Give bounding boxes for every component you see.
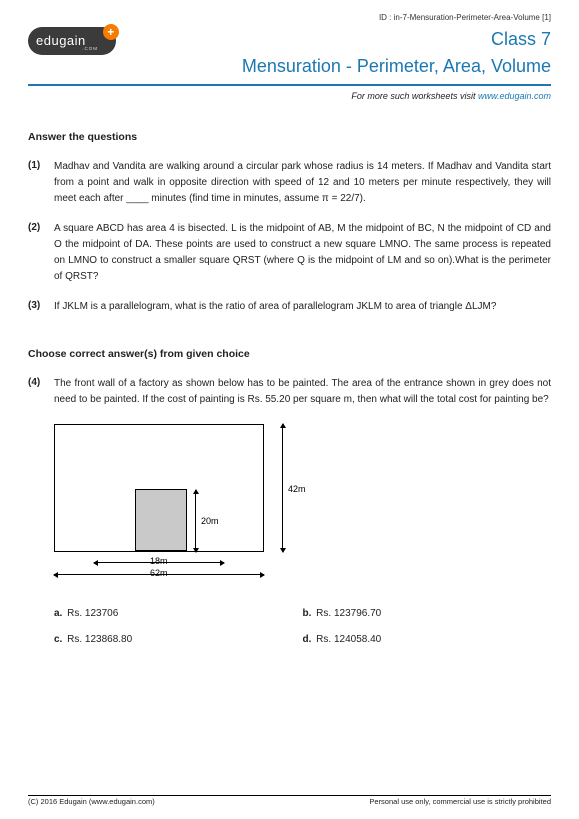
door-rectangle — [135, 489, 187, 551]
topic-title: Mensuration - Perimeter, Area, Volume — [242, 54, 551, 79]
choice-text: Rs. 124058.40 — [316, 634, 381, 645]
logo-subtext: .COM — [82, 46, 98, 52]
choice-label: a. — [54, 608, 62, 619]
choice-text: Rs. 123868.80 — [67, 634, 132, 645]
document-id: ID : in-7-Mensuration-Perimeter-Area-Vol… — [28, 12, 551, 23]
class-label: Class 7 — [242, 27, 551, 52]
visit-line: For more such worksheets visit www.eduga… — [28, 90, 551, 103]
page-footer: (C) 2016 Edugain (www.edugain.com) Perso… — [28, 795, 551, 808]
dim-line-height — [282, 424, 283, 552]
question-3: (3) If JKLM is a parallelogram, what is … — [28, 299, 551, 315]
dim-label-height: 42m — [288, 482, 306, 496]
logo-text: edugain — [36, 32, 86, 50]
question-4: (4) The front wall of a factory as shown… — [28, 376, 551, 648]
question-text: The front wall of a factory as shown bel… — [54, 376, 551, 408]
choice-c: c. Rs. 123868.80 — [54, 632, 303, 648]
question-2: (2) A square ABCD has area 4 is bisected… — [28, 221, 551, 285]
question-number: (1) — [28, 159, 54, 207]
figure-factory-wall: 42m 20m 18m 62m — [54, 424, 551, 594]
section-answer-heading: Answer the questions — [28, 130, 551, 145]
question-text: A square ABCD has area 4 is bisected. L … — [54, 221, 551, 285]
footer-usage: Personal use only, commercial use is str… — [369, 797, 551, 808]
section-choose-heading: Choose correct answer(s) from given choi… — [28, 347, 551, 362]
question-1: (1) Madhav and Vandita are walking aroun… — [28, 159, 551, 207]
header: edugain .COM + Class 7 Mensuration - Per… — [28, 27, 551, 79]
choice-label: d. — [303, 634, 312, 645]
choice-text: Rs. 123796.70 — [316, 608, 381, 619]
visit-prefix: For more such worksheets visit — [351, 91, 478, 101]
choice-label: c. — [54, 634, 62, 645]
choice-label: b. — [303, 608, 312, 619]
title-block: Class 7 Mensuration - Perimeter, Area, V… — [242, 27, 551, 79]
footer-copyright: (C) 2016 Edugain (www.edugain.com) — [28, 797, 155, 808]
dim-label-outer-width: 62m — [150, 566, 168, 580]
dim-line-door-height — [195, 490, 196, 552]
question-text: Madhav and Vandita are walking around a … — [54, 159, 551, 207]
worksheet-page: ID : in-7-Mensuration-Perimeter-Area-Vol… — [0, 0, 579, 648]
question-number: (4) — [28, 376, 54, 648]
visit-link[interactable]: www.edugain.com — [478, 91, 551, 101]
wall-rectangle — [54, 424, 264, 552]
question-text: If JKLM is a parallelogram, what is the … — [54, 299, 551, 315]
question-number: (2) — [28, 221, 54, 285]
question-number: (3) — [28, 299, 54, 315]
answer-choices: a. Rs. 123706 b. Rs. 123796.70 c. Rs. 12… — [54, 606, 551, 648]
choice-a: a. Rs. 123706 — [54, 606, 303, 622]
plus-icon: + — [103, 24, 119, 40]
header-rule — [28, 84, 551, 86]
edugain-logo: edugain .COM + — [28, 27, 116, 55]
question-body: The front wall of a factory as shown bel… — [54, 376, 551, 648]
choice-d: d. Rs. 124058.40 — [303, 632, 552, 648]
choice-b: b. Rs. 123796.70 — [303, 606, 552, 622]
dim-label-door-height: 20m — [201, 514, 219, 528]
choice-text: Rs. 123706 — [67, 608, 118, 619]
